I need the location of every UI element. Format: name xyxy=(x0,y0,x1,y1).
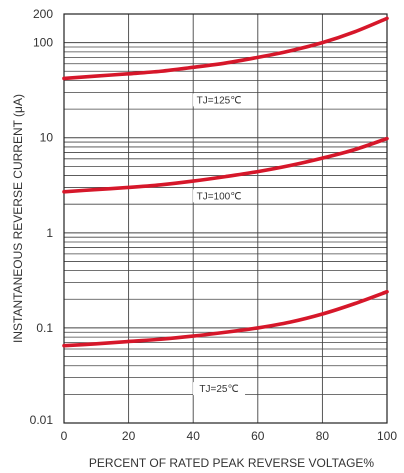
x-tick-label: 20 xyxy=(122,429,136,443)
curve-label: TJ=125℃ xyxy=(197,95,242,106)
y-tick-label: 200 xyxy=(33,7,53,21)
series-line-2 xyxy=(62,289,389,348)
y-axis-title: INSTANTANEOUS REVERSE CURRENT (μA) xyxy=(11,94,25,343)
series-lines xyxy=(62,16,389,348)
curve-label: TJ=25℃ xyxy=(199,384,238,395)
plot-frame xyxy=(63,13,388,424)
x-tick-label: 100 xyxy=(377,429,397,443)
x-axis-title: PERCENT OF RATED PEAK REVERSE VOLTAGE% xyxy=(89,456,375,470)
y-tick-label: 1 xyxy=(46,226,53,240)
x-axis-ticks: 0 20 40 60 80 100 xyxy=(61,429,398,443)
curve-label-bg xyxy=(193,382,246,396)
series-line-1 xyxy=(62,136,389,194)
curve-label-bg xyxy=(193,93,246,107)
x-tick-label: 60 xyxy=(251,429,265,443)
x-tick-label: 40 xyxy=(187,429,201,443)
curve-label: TJ=100℃ xyxy=(197,191,242,202)
series-line-0 xyxy=(62,16,389,81)
y-tick-label: 10 xyxy=(40,131,54,145)
y-tick-label: 100 xyxy=(33,36,53,50)
y-tick-label: 0.1 xyxy=(36,321,53,335)
x-tick-label: 80 xyxy=(316,429,330,443)
y-tick-label: 0.01 xyxy=(30,413,54,427)
y-axis-ticks: 0.01 0.1 1 10 100 200 xyxy=(30,7,54,427)
curve-label-bg xyxy=(193,189,246,203)
curve-labels: TJ=125℃ TJ=100℃ TJ=25℃ xyxy=(193,93,246,396)
x-tick-label: 0 xyxy=(61,429,68,443)
